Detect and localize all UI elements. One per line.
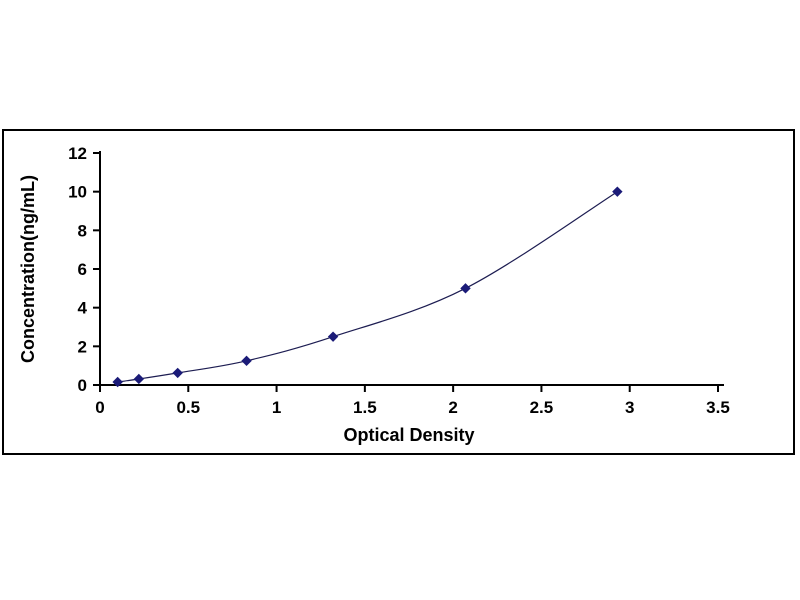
x-tick-label: 0.5 xyxy=(176,398,200,417)
chart-frame: 0 0.5 1 1.5 2 2.5 3 3.5 0 2 4 6 8 10 12 Optical Density… xyxy=(2,129,795,455)
data-point-marker xyxy=(327,331,339,342)
elisa-standard-curve-chart: 0 0.5 1 1.5 2 2.5 3 3.5 0 2 4 6 8 10 12 Optical Density… xyxy=(18,144,730,445)
y-tick-label: 6 xyxy=(78,260,87,279)
y-tick-label: 4 xyxy=(78,299,88,318)
y-tick-label: 0 xyxy=(78,376,87,395)
data-point-marker xyxy=(241,355,252,367)
x-tick-label: 1 xyxy=(272,398,281,417)
data-point-marker xyxy=(172,367,183,379)
y-tick-label: 2 xyxy=(78,337,87,356)
x-tick-label: 1.5 xyxy=(353,398,377,417)
x-tick-label: 3.5 xyxy=(706,398,730,417)
standard-curve-line xyxy=(117,191,618,383)
data-point-marker xyxy=(612,186,623,197)
data-point-marker xyxy=(112,376,123,388)
y-tick-label: 10 xyxy=(68,183,87,202)
y-tick-label: 8 xyxy=(78,221,87,240)
y-axis-title: Concentration(ng/mL) xyxy=(18,175,38,363)
y-tick-label: 12 xyxy=(68,144,87,163)
data-point-marker xyxy=(460,283,471,294)
x-axis-title: Optical Density xyxy=(343,425,474,445)
data-point-marker xyxy=(133,373,145,385)
x-tick-label: 2 xyxy=(448,398,457,417)
x-tick-label: 0 xyxy=(95,398,104,417)
x-tick-label: 3 xyxy=(625,398,634,417)
x-tick-label: 2.5 xyxy=(530,398,554,417)
